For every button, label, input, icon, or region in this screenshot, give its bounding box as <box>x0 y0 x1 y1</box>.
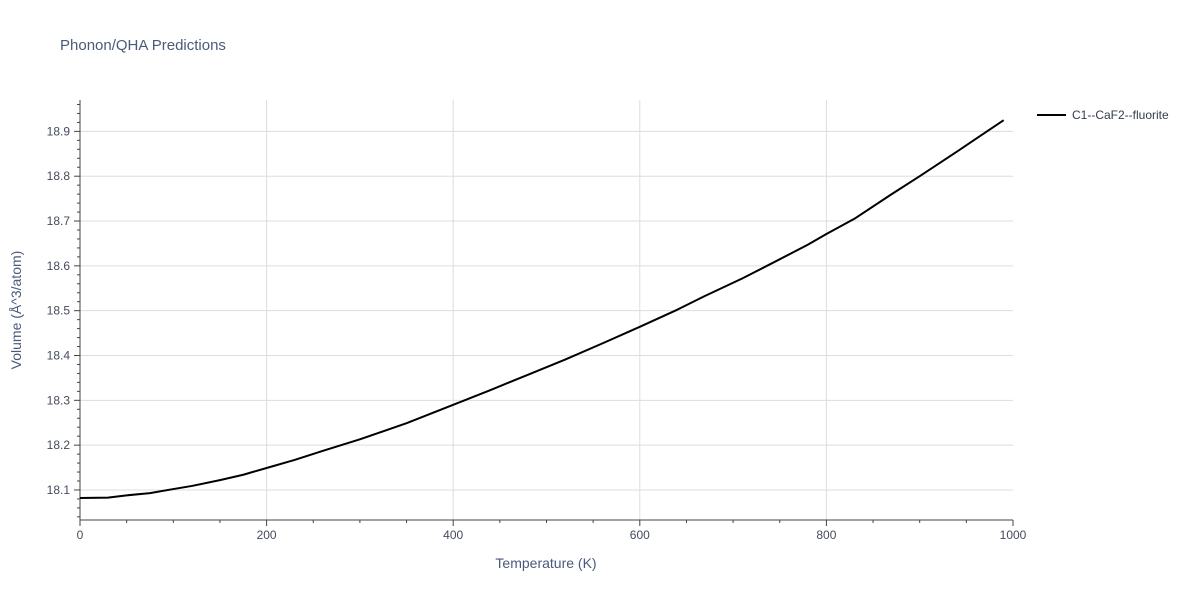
y-tick-label: 18.9 <box>47 124 71 138</box>
axes: 0 200 400 600 800 1000 18.1 18.2 18.3 18.4 18.5 18.… <box>47 100 1027 542</box>
y-tick-label: 18.4 <box>47 348 71 362</box>
legend-item-label: C1--CaF2--fluorite <box>1072 108 1169 122</box>
x-tick-label: 200 <box>257 528 277 542</box>
y-tick-label: 18.1 <box>47 483 71 497</box>
x-tick-label: 600 <box>630 528 650 542</box>
x-tick-label: 400 <box>443 528 463 542</box>
x-tick-label: 0 <box>77 528 84 542</box>
y-tick-label: 18.6 <box>47 259 71 273</box>
y-tick-label: 18.2 <box>47 438 71 452</box>
series-layer <box>79 119 1005 500</box>
y-tick-label: 18.5 <box>47 304 71 318</box>
gridlines <box>80 100 1013 520</box>
series-line[interactable] <box>79 119 1005 500</box>
x-tick-label: 800 <box>816 528 836 542</box>
y-tick-label: 18.3 <box>47 393 71 407</box>
x-tick-label: 1000 <box>1000 528 1027 542</box>
y-axis-title: Volume (Å^3/atom) <box>8 251 24 370</box>
legend[interactable]: C1--CaF2--fluorite <box>1037 108 1169 122</box>
y-tick-label: 18.8 <box>47 169 71 183</box>
y-tick-label: 18.7 <box>47 214 71 228</box>
chart-title: Phonon/QHA Predictions <box>60 37 226 54</box>
x-axis-title: Temperature (K) <box>495 555 596 571</box>
